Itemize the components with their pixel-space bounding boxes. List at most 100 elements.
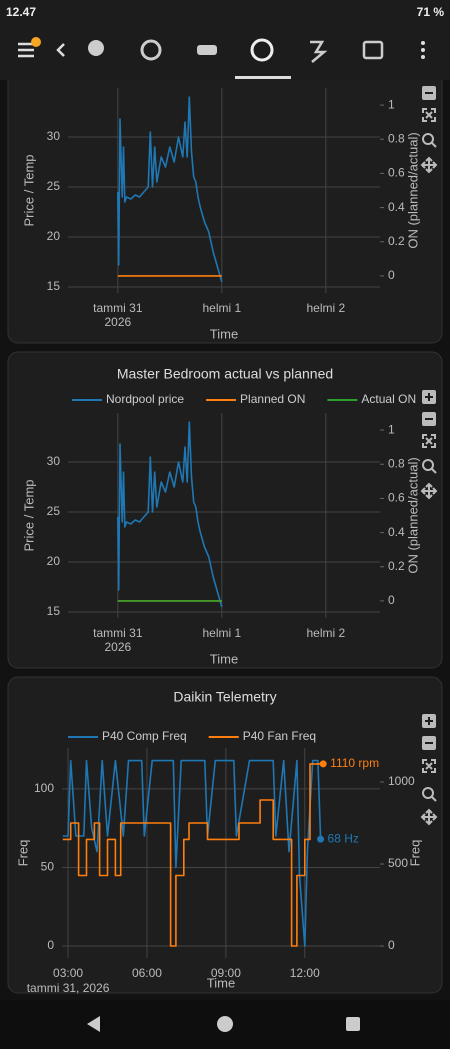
modebar-plus[interactable] [422, 390, 436, 404]
x-tick-label: tammi 31 [93, 301, 143, 315]
legend-label: P40 Comp Freq [102, 729, 187, 743]
glyph [422, 787, 434, 799]
legend-label: P40 Fan Freq [243, 729, 316, 743]
y2-axis-label: ON (planned/actual) [405, 457, 420, 573]
chart-title: Daikin Telemetry [173, 689, 276, 705]
y-tick-label: 0 [47, 938, 54, 952]
y2-tick-label: 0 [388, 938, 395, 952]
glyph [431, 142, 437, 148]
modebar-zoom[interactable] [422, 459, 437, 474]
modebar-zoom[interactable] [422, 133, 437, 148]
y-tick-label: 30 [47, 129, 61, 143]
panel [7, 676, 443, 994]
menu-icon[interactable] [18, 42, 34, 58]
modebar-reset[interactable] [422, 434, 436, 448]
y-tick-label: 25 [47, 179, 61, 193]
x-tick-sublabel: 2026 [104, 315, 131, 329]
back-icon[interactable] [56, 43, 65, 57]
more-icon[interactable] [421, 41, 425, 59]
y2-tick-label: 500 [388, 856, 408, 870]
modebar-zoom[interactable] [422, 787, 437, 802]
modebar-plus[interactable] [422, 714, 436, 728]
gauge-icon[interactable] [250, 38, 274, 62]
nav-home[interactable] [217, 1016, 233, 1032]
x-tick-label: tammi 31 [93, 626, 143, 640]
y-tick-label: 20 [47, 554, 61, 568]
y-tick-label: 25 [47, 504, 61, 518]
glyph [422, 108, 436, 122]
annotation-text: 68 Hz [328, 831, 359, 845]
y2-tick-label: 0.6 [388, 491, 405, 505]
legend-label: Nordpool price [106, 392, 184, 406]
panel [7, 351, 443, 669]
glyph [431, 796, 437, 802]
heat-icon[interactable] [362, 40, 384, 60]
y2-tick-label: 0.6 [388, 166, 405, 180]
legend-label: Actual ON [361, 392, 416, 406]
annotation-point [317, 835, 325, 843]
status-battery: 71 % [417, 5, 445, 19]
modebar-reset[interactable] [422, 759, 436, 773]
active-tab [235, 76, 291, 79]
modebar-reset[interactable] [422, 108, 436, 122]
annotation-text: 1110 rpm [330, 756, 379, 770]
glyph [420, 156, 438, 174]
y-axis-label: Price / Temp [21, 154, 36, 226]
modebar-pan[interactable] [420, 156, 438, 174]
y2-tick-label: 0 [388, 593, 395, 607]
y-tick-label: 50 [41, 860, 55, 874]
y-tick-label: 15 [47, 279, 61, 293]
y-axis-label: Price / Temp [21, 479, 36, 551]
nav-back[interactable] [87, 1016, 100, 1032]
modebar-pan[interactable] [420, 482, 438, 500]
series-line [62, 759, 322, 947]
glyph [422, 133, 434, 145]
x-tick-label: 03:00 [53, 966, 83, 980]
glyph [420, 482, 438, 500]
notification-dot [31, 37, 41, 47]
x-tick-sublabel: 2026 [104, 640, 131, 654]
x-axis-label: Time [207, 975, 235, 990]
y-tick-label: 20 [47, 229, 61, 243]
y2-tick-label: 0 [388, 268, 395, 282]
modebar-minus[interactable] [422, 736, 436, 750]
annotation-point [319, 760, 327, 768]
y-tick-label: 100 [34, 781, 54, 795]
x-axis-label: Time [210, 651, 238, 666]
nav-recent[interactable] [346, 1017, 360, 1031]
light-icon[interactable] [88, 40, 104, 56]
power-icon[interactable] [310, 40, 328, 63]
y2-tick-label: 0.4 [388, 200, 405, 214]
modebar-minus[interactable] [422, 412, 436, 426]
car-icon[interactable] [197, 45, 217, 55]
y2-tick-label: 0.2 [388, 559, 405, 573]
y2-tick-label: 1 [388, 97, 395, 111]
x-tick-sublabel: tammi 31, 2026 [27, 981, 110, 995]
glyph [422, 434, 436, 448]
climate-icon[interactable] [140, 39, 162, 61]
series-line [117, 421, 223, 608]
legend-label: Planned ON [240, 392, 305, 406]
x-tick-label: helmi 1 [202, 301, 241, 315]
y2-tick-label: 0.8 [388, 456, 405, 470]
glyph [431, 468, 437, 474]
modebar-pan[interactable] [420, 808, 438, 826]
x-tick-label: helmi 2 [306, 301, 345, 315]
x-axis-label: Time [210, 326, 238, 341]
modebar-minus[interactable] [422, 86, 436, 100]
x-tick-label: 09:00 [211, 966, 241, 980]
y2-axis-label: ON (planned/actual) [405, 132, 420, 248]
glyph [422, 759, 436, 773]
series-line [117, 96, 223, 283]
glyph [420, 808, 438, 826]
y2-tick-label: 1 [388, 422, 395, 436]
x-tick-label: 12:00 [290, 966, 320, 980]
series-line [62, 763, 324, 947]
status-time: 12.47 [6, 5, 36, 19]
y-axis-label: Freq [15, 840, 30, 867]
glyph [422, 459, 434, 471]
y2-axis-label: Freq [407, 840, 422, 867]
